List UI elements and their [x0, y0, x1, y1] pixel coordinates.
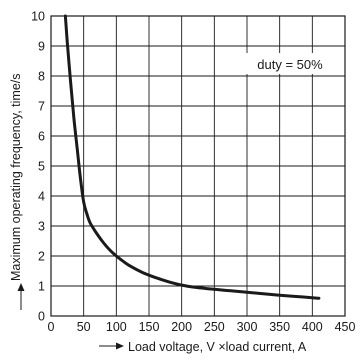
y-tick-label: 10 [31, 10, 45, 24]
y-tick-label: 0 [38, 310, 45, 324]
x-tick-label: 300 [237, 320, 258, 334]
x-axis-label-group: Load voltage, V ×load current, A [99, 340, 307, 354]
y-tick-label: 2 [38, 250, 45, 264]
series-layer [63, 14, 321, 300]
annotation-box [244, 53, 332, 74]
y-tick-label: 6 [38, 130, 45, 144]
plot-border [50, 15, 346, 317]
y-axis-arrow-head [17, 283, 25, 291]
x-tick-label: 100 [106, 320, 127, 334]
x-tick-label: 150 [139, 320, 160, 334]
y-tick-label: 1 [38, 280, 45, 294]
plot-frame [50, 15, 346, 317]
series-line [63, 14, 321, 300]
y-axis-label: Maximum operating frequency, time/s [9, 74, 23, 282]
y-tick-label: 7 [38, 100, 45, 114]
y-tick-label: 8 [38, 70, 45, 84]
y-axis-label-group: Maximum operating frequency, time/s [9, 74, 25, 310]
x-tick-label: 0 [48, 320, 55, 334]
x-tick-label: 400 [302, 320, 323, 334]
y-tick-label: 3 [38, 220, 45, 234]
x-tick-label: 350 [269, 320, 290, 334]
x-tick-label: 450 [335, 320, 356, 334]
x-axis-label: Load voltage, V ×load current, A [128, 340, 307, 354]
x-axis-arrow-head [116, 342, 124, 350]
y-tick-label: 5 [38, 160, 45, 174]
x-tick-label: 200 [171, 320, 192, 334]
tick-labels: 0 50 100 150 200 250 300 350 400 450 0 1 2 3 4 5 6 7 8 9 10 [31, 10, 355, 335]
x-tick-label: 50 [77, 320, 91, 334]
annotation-text: duty = 50% [257, 57, 323, 72]
y-tick-label: 4 [38, 190, 45, 204]
y-tick-label: 9 [38, 40, 45, 54]
x-tick-label: 250 [204, 320, 225, 334]
